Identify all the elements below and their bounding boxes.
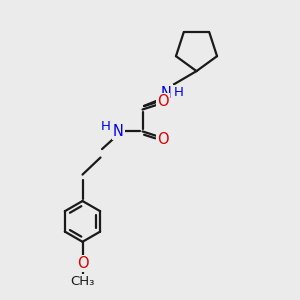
Text: CH₃: CH₃ bbox=[70, 275, 95, 288]
Text: N: N bbox=[161, 85, 172, 100]
Text: H: H bbox=[174, 86, 184, 100]
Text: O: O bbox=[157, 132, 168, 147]
Text: O: O bbox=[77, 256, 88, 271]
Text: H: H bbox=[101, 119, 111, 133]
Text: O: O bbox=[157, 94, 168, 109]
Text: N: N bbox=[113, 124, 124, 139]
